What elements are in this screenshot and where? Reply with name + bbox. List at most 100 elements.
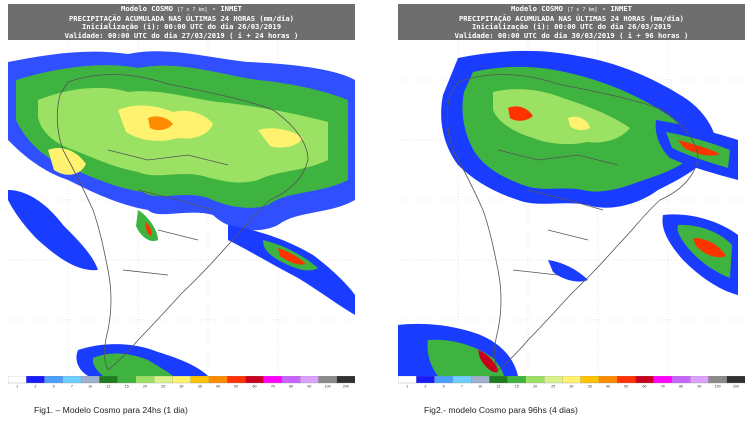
colorbar-swatch: [580, 376, 600, 384]
figure-1-caption: Fig1. – Modelo Cosmo para 24hs (1 dia): [34, 405, 188, 415]
colorbar-tick-label: 35: [198, 385, 202, 389]
figure-2-initialization: Inicialização (i): 00:00 UTC do dia 26/0…: [471, 22, 672, 32]
colorbar-tick-label: 12: [106, 385, 110, 389]
colorbar-tick-label: 60: [253, 385, 257, 389]
figure-1-variable-title: PRECIPITAÇÃO ACUMULADA NAS ÚLTIMAS 24 HO…: [68, 13, 295, 23]
colorbar-swatch: [117, 376, 137, 384]
figure-1-colorbar: 1 2 5 7 10 12 15 20 25 30 35 40 50 60 70 80 90 100 200: [8, 376, 355, 388]
colorbar-tick-label: 30: [570, 385, 574, 389]
colorbar-swatch: [44, 376, 64, 384]
colorbar-tick-label: 1: [16, 385, 18, 389]
colorbar-swatch: [708, 376, 728, 384]
colorbar-tick-label: 200: [733, 385, 739, 389]
colorbar-swatch: [80, 376, 100, 384]
colorbar-tick-label: 60: [643, 385, 647, 389]
colorbar-swatch: [227, 376, 247, 384]
colorbar-swatch: [525, 376, 545, 384]
colorbar-tick-label: 7: [461, 385, 463, 389]
colorbar-tick-label: 50: [234, 385, 238, 389]
colorbar-swatch: [26, 376, 46, 384]
figure-1-model-title: Modelo COSMO: [121, 4, 173, 13]
colorbar-tick-label: 100: [715, 385, 721, 389]
colorbar-swatch: [62, 376, 82, 384]
colorbar-swatch: [562, 376, 582, 384]
figure-1-map: [8, 40, 355, 376]
figure-2-panel: Modelo COSMO [7 x 7 km] - INMET PRECIPIT…: [398, 4, 745, 388]
figure-2-colorbar-svg: 1 2 5 7 10 12 15 20 25 30 35 40 50 60 70 80 90 100 200: [398, 376, 745, 388]
colorbar-tick-label: 200: [343, 385, 349, 389]
colorbar-swatch: [336, 376, 355, 384]
colorbar-tick-label: 1: [406, 385, 408, 389]
figure-1-coastlines: [56, 74, 309, 371]
colorbar-tick-label: 90: [307, 385, 311, 389]
colorbar-tick-label: 20: [143, 385, 147, 389]
colorbar-tick-label: 5: [443, 385, 445, 389]
colorbar-swatch: [653, 376, 673, 384]
figure-2-caption: Fig2.- modelo Cosmo para 96hs (4 dias): [424, 405, 578, 415]
figure-2-coastlines: [446, 74, 699, 371]
figure-1-panel: Modelo COSMO [7 x 7 km] - INMET PRECIPIT…: [8, 4, 355, 388]
colorbar-tick-label: 2: [34, 385, 36, 389]
colorbar-tick-label: 40: [606, 385, 610, 389]
figure-2-variable-title: PRECIPITAÇÃO ACUMULADA NAS ÚLTIMAS 24 HO…: [458, 13, 685, 23]
colorbar-swatch: [172, 376, 192, 384]
colorbar-swatch: [190, 376, 210, 384]
figure-1-resolution: [7 x 7 km]: [177, 7, 208, 13]
colorbar-tick-label: 20: [533, 385, 537, 389]
colorbar-tick-label: 80: [289, 385, 293, 389]
colorbar-swatch: [489, 376, 509, 384]
colorbar-swatch: [300, 376, 320, 384]
colorbar-swatch: [398, 376, 417, 384]
figure-2-colorbar: 1 2 5 7 10 12 15 20 25 30 35 40 50 60 70 80 90 100 200: [398, 376, 745, 388]
figure-2-resolution: [7 x 7 km]: [567, 7, 598, 13]
colorbar-swatch: [470, 376, 490, 384]
colorbar-swatch: [153, 376, 174, 384]
colorbar-swatch: [726, 376, 745, 384]
colorbar-swatch: [635, 376, 655, 384]
figure-2-map-svg: [398, 40, 745, 376]
figure-1-precipitation-field: [8, 51, 355, 376]
colorbar-swatch: [263, 376, 283, 384]
figure-1-institute: - INMET: [211, 4, 242, 13]
colorbar-tick-label: 40: [216, 385, 220, 389]
colorbar-tick-label: 70: [271, 385, 275, 389]
colorbar-tick-label: 35: [588, 385, 592, 389]
colorbar-tick-label: 10: [478, 385, 482, 389]
colorbar-tick-label: 90: [697, 385, 701, 389]
colorbar-tick-label: 2: [424, 385, 426, 389]
figure-1-colorbar-svg: 1 2 5 7 10 12 15 20 25 30 35 40 50 60 70 80 90 100 200: [8, 376, 355, 388]
colorbar-swatch: [507, 376, 527, 384]
colorbar-swatch: [245, 376, 265, 384]
figure-2-validity: Validade: 00:00 UTC do dia 30/03/2019 ( …: [454, 30, 689, 40]
colorbar-swatch: [208, 376, 228, 384]
colorbar-tick-label: 70: [661, 385, 665, 389]
colorbar-tick-label: 7: [71, 385, 73, 389]
colorbar-tick-label: 15: [515, 385, 519, 389]
figure-2-model-title: Modelo COSMO: [511, 4, 563, 13]
colorbar-swatch: [690, 376, 710, 384]
colorbar-swatch: [452, 376, 472, 384]
colorbar-swatch: [416, 376, 436, 384]
colorbar-swatch: [135, 376, 155, 384]
colorbar-tick-label: 30: [180, 385, 184, 389]
figure-2-header: Modelo COSMO [7 x 7 km] - INMET PRECIPIT…: [398, 4, 745, 40]
figure-2-map: [398, 40, 745, 376]
colorbar-tick-label: 25: [161, 385, 165, 389]
colorbar-swatch: [434, 376, 454, 384]
colorbar-tick-label: 25: [551, 385, 555, 389]
figure-2-institute: - INMET: [601, 4, 632, 13]
colorbar-tick-label: 100: [325, 385, 331, 389]
figure-1-header: Modelo COSMO [7 x 7 km] - INMET PRECIPIT…: [8, 4, 355, 40]
colorbar-swatch: [99, 376, 119, 384]
colorbar-tick-label: 80: [679, 385, 683, 389]
figure-1-map-svg: [8, 40, 355, 376]
colorbar-swatch: [671, 376, 691, 384]
colorbar-tick-label: 15: [125, 385, 129, 389]
colorbar-swatch: [617, 376, 637, 384]
colorbar-tick-label: 12: [496, 385, 500, 389]
colorbar-swatch: [281, 376, 301, 384]
colorbar-tick-label: 5: [53, 385, 55, 389]
colorbar-swatch: [598, 376, 618, 384]
colorbar-tick-label: 50: [624, 385, 628, 389]
colorbar-tick-label: 10: [88, 385, 92, 389]
